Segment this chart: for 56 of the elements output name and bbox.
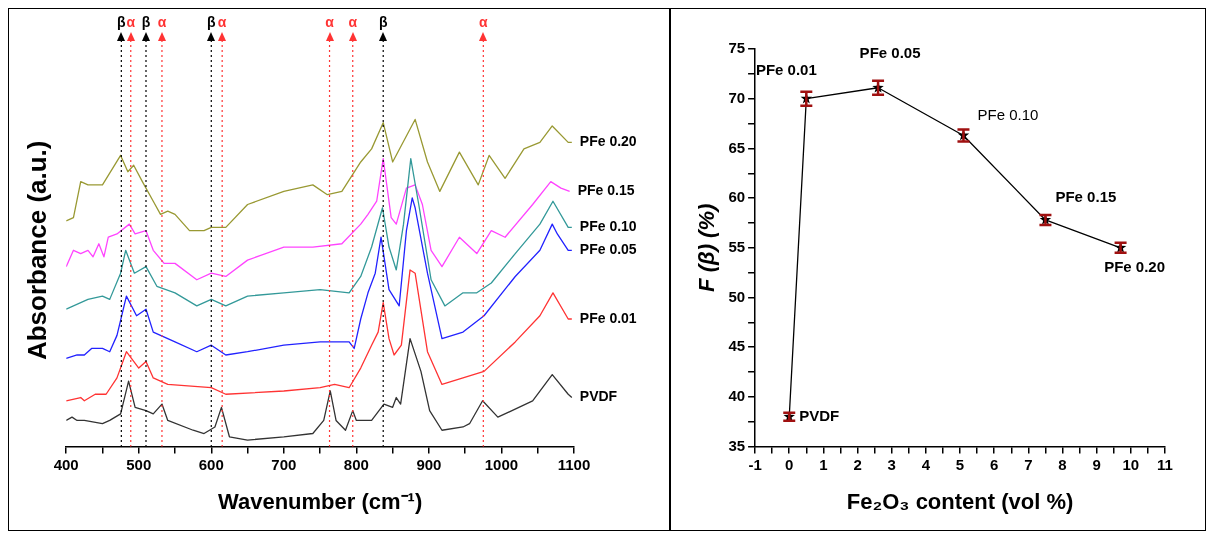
x-tick-label: 5 xyxy=(955,455,965,473)
x-tick-label: 1000 xyxy=(484,455,519,473)
ref-line-label: β xyxy=(207,13,217,30)
x-tick-label: 4 xyxy=(921,455,931,473)
x-tick-label: 2 xyxy=(853,455,862,473)
y-axis-title: Absorbance (a.u.) xyxy=(21,140,52,361)
x-tick-label: 700 xyxy=(271,455,297,473)
ref-line-label: α xyxy=(126,13,136,30)
ref-line-label: α xyxy=(479,13,489,30)
x-tick-label: 0 xyxy=(785,455,794,473)
x-tick-label: -1 xyxy=(748,455,762,473)
annotation: PFe 0.05 xyxy=(859,43,921,61)
x-axis-title: Fe₂O₃ content (vol %) xyxy=(846,488,1074,514)
ref-line-label: β xyxy=(117,13,127,30)
y-tick-label: 40 xyxy=(728,387,746,405)
x-tick-label: 800 xyxy=(343,455,369,473)
ref-line-label: α xyxy=(157,13,167,30)
series-label: PFe 0.01 xyxy=(579,309,637,326)
ref-line-label: α xyxy=(348,13,358,30)
y-axis-title: F (β) (%) xyxy=(694,203,720,292)
y-tick-label: 35 xyxy=(728,436,746,454)
ref-line-label: β xyxy=(378,13,388,30)
x-tick-label: 400 xyxy=(53,455,79,473)
y-tick-label: 65 xyxy=(728,138,746,156)
annotation: PVDF xyxy=(799,406,840,424)
series-label: PFe 0.20 xyxy=(579,133,637,150)
series-label: PVDF xyxy=(579,388,618,405)
annotation: PFe 0.01 xyxy=(755,60,817,78)
x-tick-label: 9 xyxy=(1092,455,1101,473)
y-tick-label: 60 xyxy=(728,188,746,206)
x-axis-title: Wavenumber (cm⁻¹) xyxy=(217,488,423,514)
ref-line-label: α xyxy=(325,13,335,30)
y-tick-label: 45 xyxy=(728,337,746,355)
y-tick-label: 70 xyxy=(728,88,746,106)
x-tick-label: 1100 xyxy=(557,455,591,473)
x-tick-label: 7 xyxy=(1024,455,1033,473)
series-label: PFe 0.05 xyxy=(579,241,637,258)
x-tick-label: 11 xyxy=(1157,455,1173,473)
ref-line-label: β xyxy=(141,13,151,30)
x-tick-label: 8 xyxy=(1058,455,1067,473)
x-tick-label: 1 xyxy=(819,455,828,473)
ref-line-label: α xyxy=(217,13,227,30)
x-tick-label: 500 xyxy=(126,455,152,473)
y-tick-label: 50 xyxy=(728,287,746,305)
annotation: PFe 0.20 xyxy=(1104,257,1166,275)
annotation: PFe 0.10 xyxy=(977,105,1039,123)
x-tick-label: 900 xyxy=(416,455,442,473)
series-label: PFe 0.10 xyxy=(579,218,637,235)
y-tick-label: 75 xyxy=(728,39,746,57)
annotation: PFe 0.15 xyxy=(1055,188,1117,206)
x-tick-label: 6 xyxy=(990,455,999,473)
x-tick-label: 3 xyxy=(887,455,896,473)
x-tick-label: 600 xyxy=(198,455,224,473)
series-label: PFe 0.15 xyxy=(577,182,635,199)
y-tick-label: 55 xyxy=(728,237,746,255)
x-tick-label: 10 xyxy=(1122,455,1140,473)
